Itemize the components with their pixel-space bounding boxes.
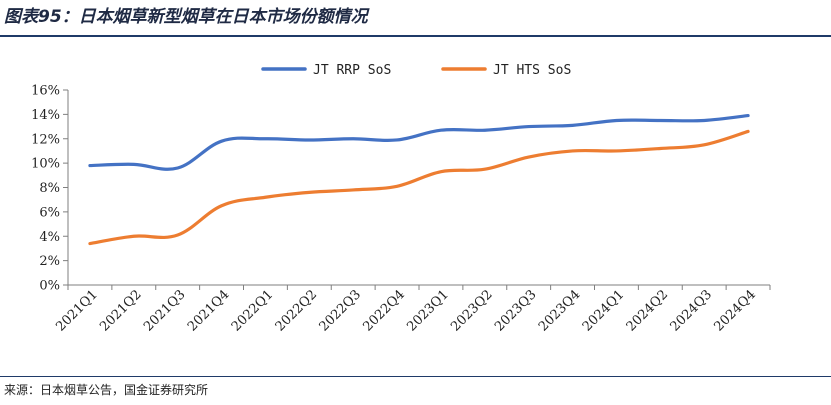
x-tick-label: 2021Q1 bbox=[53, 287, 100, 334]
y-tick-label: 8% bbox=[39, 181, 60, 196]
y-tick-label: 0% bbox=[39, 279, 60, 294]
y-tick-label: 16% bbox=[31, 84, 60, 99]
chart-legend: JT RRP SoS JT HTS SoS bbox=[261, 63, 571, 78]
x-tick-label: 2024Q3 bbox=[668, 287, 715, 334]
x-tick-label: 2024Q4 bbox=[712, 287, 759, 334]
legend-label-2: JT HTS SoS bbox=[493, 63, 571, 78]
x-tick-label: 2022Q1 bbox=[229, 287, 276, 334]
x-tick-label: 2024Q2 bbox=[624, 287, 671, 334]
source-divider bbox=[0, 376, 831, 377]
title-divider bbox=[0, 35, 831, 37]
y-axis: 0% 2% 4% 6% 8% 10% 12% 14% 16% bbox=[31, 84, 69, 294]
x-tick-label: 2023Q3 bbox=[492, 287, 539, 334]
x-tick-label: 2021Q2 bbox=[97, 287, 144, 334]
y-tick-label: 2% bbox=[39, 254, 60, 269]
figure-title: 图表95：日本烟草新型烟草在日本市场份额情况 bbox=[4, 7, 368, 27]
x-tick-label: 2024Q1 bbox=[580, 287, 627, 334]
x-tick-label: 2023Q2 bbox=[448, 287, 495, 334]
x-tick-label: 2022Q4 bbox=[361, 287, 408, 334]
series-line-1 bbox=[88, 113, 750, 171]
legend-label-1: JT RRP SoS bbox=[313, 63, 391, 78]
y-tick-label: 14% bbox=[31, 108, 60, 123]
x-tick-label: 2021Q4 bbox=[185, 287, 232, 334]
line-chart: JT RRP SoS JT HTS SoS 0% 2% 4% 6% 8% 10% 12% 14%… bbox=[31, 63, 771, 335]
x-axis: 2021Q12021Q22021Q32021Q42022Q12022Q22022… bbox=[53, 284, 771, 335]
x-tick-label: 2021Q3 bbox=[141, 287, 188, 334]
source-note: 来源：日本烟草公告，国金证券研究所 bbox=[4, 383, 209, 397]
y-tick-label: 4% bbox=[39, 230, 60, 245]
y-tick-label: 12% bbox=[31, 132, 60, 147]
y-tick-label: 10% bbox=[31, 157, 60, 172]
x-tick-label: 2023Q4 bbox=[536, 287, 583, 334]
x-tick-label: 2023Q1 bbox=[404, 287, 451, 334]
series-line-2 bbox=[88, 129, 750, 246]
chart-series bbox=[88, 113, 750, 246]
x-tick-label: 2022Q3 bbox=[317, 287, 364, 334]
y-tick-label: 6% bbox=[39, 205, 60, 220]
x-tick-label: 2022Q2 bbox=[273, 287, 320, 334]
